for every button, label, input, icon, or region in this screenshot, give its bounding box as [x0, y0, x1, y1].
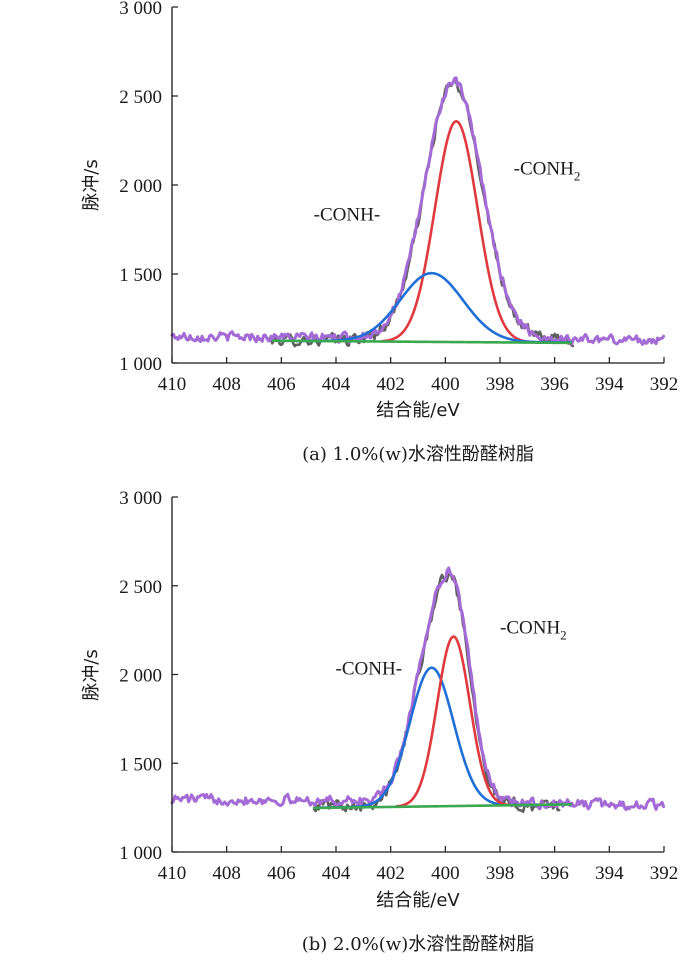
panel-a-x-tick-label-0: 410 — [158, 374, 187, 395]
panel-a-plot — [170, 76, 666, 348]
panel-b-series-raw-0 — [312, 572, 561, 813]
panel-a-x-tick-label-4: 402 — [376, 374, 405, 395]
panel-b: 410 408 406 404 402 400 398 396 394 392 1 000 1 500… — [81, 488, 678, 955]
panel-a-annotation-conh: -CONH- — [314, 205, 381, 226]
panel-b-y-axis-title: 脉冲/s — [81, 649, 102, 700]
panel-a-series-envelope-1 — [170, 76, 666, 346]
panel-b-x-tick-label-4: 402 — [376, 863, 405, 884]
panel-a: 410 408 406 404 402 400 398 396 394 392 1 000 1 500… — [81, 0, 678, 465]
panel-b-caption: (b) 2.0%(w)水溶性酚醛树脂 — [302, 934, 534, 955]
panel-a-y-tick-label-2: 2 000 — [119, 176, 162, 197]
panel-a-x-tick-label-1: 408 — [212, 374, 241, 395]
panel-b-x-tick-label-7: 396 — [540, 863, 569, 884]
panel-b-x-tick-label-6: 398 — [486, 863, 515, 884]
panel-a-y-axis-title: 脉冲/s — [81, 159, 102, 210]
panel-a-annotation-conh2: -CONH2 — [514, 158, 581, 183]
panel-a-x-tick-label-7: 396 — [540, 374, 569, 395]
panel-b-ticks: 410 408 406 404 402 400 398 396 394 392 1 000 1 500… — [119, 488, 678, 884]
panel-b-series-component-3 — [394, 635, 515, 808]
panel-a-x-tick-label-9: 392 — [650, 374, 679, 395]
panel-a-x-tick-label-3: 404 — [322, 374, 351, 395]
panel-b-y-tick-label-3: 2 500 — [119, 577, 162, 598]
panel-a-x-tick-label-5: 400 — [431, 374, 460, 395]
panel-a-y-tick-label-3: 2 500 — [119, 87, 162, 108]
panel-a-annotation-conh2-sub: 2 — [574, 168, 581, 183]
panel-a-y-tick-label-4: 3 000 — [119, 0, 162, 19]
panel-b-x-axis-title: 结合能/eV — [376, 890, 460, 911]
panel-a-x-axis-title: 结合能/eV — [376, 400, 460, 421]
panel-b-x-tick-label-2: 406 — [267, 863, 296, 884]
panel-b-series-envelope-1 — [170, 566, 666, 812]
panel-b-x-tick-label-0: 410 — [158, 863, 187, 884]
panel-b-x-tick-label-5: 400 — [431, 863, 460, 884]
panel-b-y-tick-label-0: 1 000 — [119, 843, 162, 864]
panel-b-x-tick-label-1: 408 — [212, 863, 241, 884]
panel-a-x-tick-label-2: 406 — [267, 374, 296, 395]
panel-a-y-tick-label-0: 1 000 — [119, 354, 162, 375]
panel-a-series-background-4 — [271, 339, 573, 345]
panel-b-plot — [170, 566, 666, 813]
panel-b-annotation-conh2: -CONH2 — [500, 618, 567, 643]
panel-a-x-tick-label-6: 398 — [486, 374, 515, 395]
panel-a-series-component-2 — [381, 120, 545, 344]
panel-a-annotation-conh2-main: -CONH — [514, 158, 574, 179]
panel-b-annotation-conh2-main: -CONH — [500, 618, 560, 639]
panel-b-x-tick-label-3: 404 — [322, 863, 351, 884]
panel-a-ticks: 410 408 406 404 402 400 398 396 394 392 1 000 1 500… — [119, 0, 678, 395]
panel-b-y-tick-label-2: 2 000 — [119, 666, 162, 687]
panel-a-caption: (a) 1.0%(w)水溶性酚醛树脂 — [302, 444, 534, 465]
panel-a-x-tick-label-8: 394 — [595, 374, 624, 395]
panel-b-x-tick-label-9: 392 — [650, 863, 679, 884]
panel-b-series-background-4 — [312, 803, 573, 810]
panel-b-annotation-conh2-sub: 2 — [560, 628, 567, 643]
panel-b-annotation-conh: -CONH- — [336, 659, 403, 680]
panel-b-y-tick-label-4: 3 000 — [119, 488, 162, 509]
panel-b-series-component-2 — [318, 666, 572, 809]
panel-a-y-tick-label-1: 1 500 — [119, 265, 162, 286]
panel-b-y-tick-label-1: 1 500 — [119, 754, 162, 775]
panel-b-x-tick-label-8: 394 — [595, 863, 624, 884]
